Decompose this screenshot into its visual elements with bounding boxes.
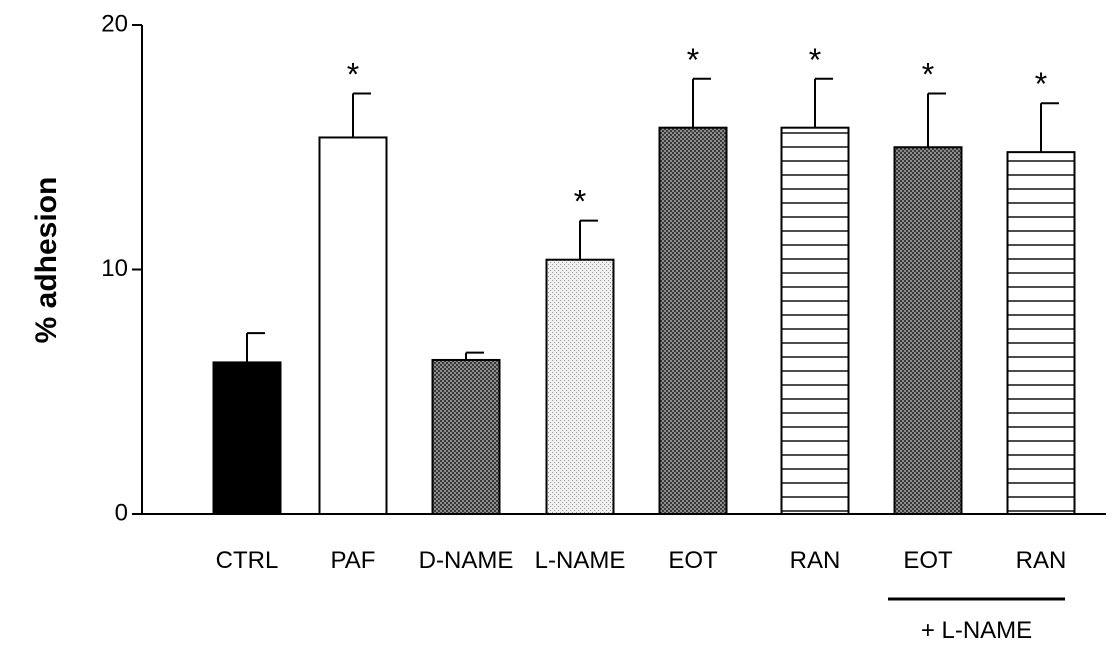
significance-star: * — [809, 42, 821, 78]
bar-eot-4 — [658, 126, 728, 515]
y-tick-label: 20 — [101, 10, 128, 37]
bar-d-name-2 — [431, 358, 501, 515]
significance-markers: * * * * * * — [347, 42, 1047, 220]
category-label: D-NAME — [419, 547, 514, 574]
bar-paf-1 — [318, 136, 388, 515]
significance-star: * — [687, 42, 699, 78]
significance-star: * — [1035, 66, 1047, 102]
significance-star: * — [574, 184, 586, 220]
y-tick-label: 10 — [101, 255, 128, 282]
category-label: PAF — [331, 547, 376, 574]
error-bars — [246, 77, 1059, 363]
bar-l-name-3 — [545, 258, 615, 515]
bars — [212, 126, 1076, 515]
y-axis-label: % adhesion — [30, 177, 63, 344]
y-tick-label: 0 — [115, 499, 128, 526]
bar-eot-6 — [893, 146, 963, 515]
category-labels: CTRL PAF D-NAME L-NAME EOT RAN EOT RAN — [216, 547, 1067, 574]
bar-ran-5 — [780, 126, 850, 515]
bar-ctrl-0 — [212, 361, 282, 515]
significance-star: * — [347, 56, 359, 92]
category-label: EOT — [903, 547, 953, 574]
category-label: L-NAME — [535, 547, 626, 574]
category-label: CTRL — [216, 547, 279, 574]
bar-ran-7 — [1006, 151, 1076, 515]
category-label: RAN — [790, 547, 841, 574]
group-label: + L-NAME — [921, 617, 1032, 644]
significance-star: * — [922, 56, 934, 92]
category-label: RAN — [1016, 547, 1067, 574]
category-label: EOT — [668, 547, 718, 574]
group-annotation: + L-NAME — [888, 597, 1065, 644]
